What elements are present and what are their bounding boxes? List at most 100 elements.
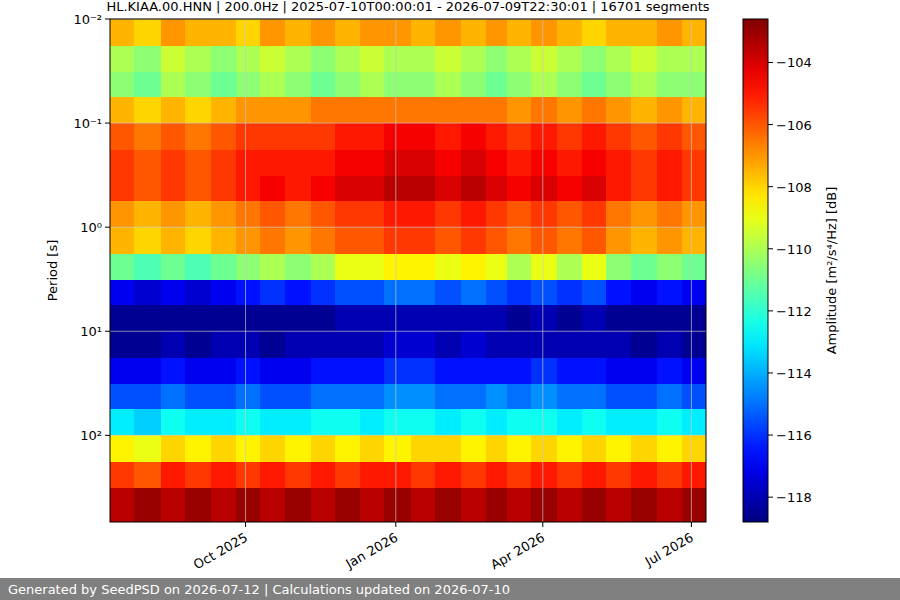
cell (311, 97, 336, 124)
cell (557, 46, 582, 73)
cell (582, 280, 607, 306)
cell (335, 176, 360, 202)
cell (682, 254, 706, 281)
cell (507, 201, 532, 228)
cell (606, 46, 631, 73)
cell (507, 227, 532, 254)
colorbar-tick (768, 497, 773, 498)
cell (260, 435, 285, 462)
cell (360, 150, 385, 177)
cell (435, 384, 462, 410)
cell (435, 97, 462, 124)
cell (631, 462, 658, 489)
cell (486, 488, 508, 522)
cell (461, 358, 486, 385)
cell (631, 46, 658, 73)
cell (236, 331, 261, 358)
cell (435, 462, 462, 489)
cell (161, 150, 186, 177)
cell (134, 280, 161, 306)
cell (461, 280, 486, 306)
cell (582, 305, 607, 332)
cell (110, 305, 135, 332)
cell (335, 123, 360, 150)
cell (185, 254, 212, 281)
cell (335, 150, 360, 177)
cell (260, 176, 285, 202)
cell (260, 254, 285, 281)
cell (435, 72, 462, 98)
cell (285, 384, 312, 410)
cell (582, 19, 607, 46)
cell (335, 254, 360, 281)
cell (435, 409, 462, 436)
cell (531, 280, 558, 306)
cell (461, 97, 486, 124)
cell (411, 72, 436, 98)
cell (507, 331, 532, 358)
cell (557, 331, 582, 358)
cell (582, 227, 607, 254)
cell (631, 176, 658, 202)
cell (211, 150, 236, 177)
cell (582, 46, 607, 73)
cell (384, 201, 411, 228)
cell (285, 409, 312, 436)
cell (384, 435, 411, 462)
cell (557, 280, 582, 306)
cell (582, 150, 607, 177)
cell (461, 201, 486, 228)
cell (335, 19, 360, 46)
cell (486, 409, 508, 436)
cell (384, 462, 411, 489)
cell (507, 46, 532, 73)
cell (311, 305, 336, 332)
cell (582, 409, 607, 436)
cell (631, 435, 658, 462)
cell (582, 384, 607, 410)
cell (384, 72, 411, 98)
cell (435, 280, 462, 306)
cell (285, 72, 312, 98)
cell (335, 72, 360, 98)
cell (682, 305, 706, 332)
cell (211, 201, 236, 228)
cell (260, 97, 285, 124)
cell (236, 97, 261, 124)
cell (531, 488, 558, 522)
cell (285, 46, 312, 73)
cell (161, 488, 186, 522)
cell (311, 409, 336, 436)
cell (507, 358, 532, 385)
cell (211, 176, 236, 202)
cell (631, 97, 658, 124)
cell (461, 435, 486, 462)
cell (582, 123, 607, 150)
grid-line (110, 331, 706, 332)
cell (335, 227, 360, 254)
cell (486, 254, 508, 281)
cell (211, 331, 236, 358)
cell (435, 123, 462, 150)
cell (557, 254, 582, 281)
cell (211, 123, 236, 150)
cell (531, 384, 558, 410)
cell (682, 435, 706, 462)
cell (411, 176, 436, 202)
cell (507, 254, 532, 281)
cell (161, 409, 186, 436)
colorbar-tick-label: −108 (776, 180, 812, 195)
y-tick (105, 227, 110, 228)
cell (110, 201, 135, 228)
cell (657, 72, 682, 98)
cell (657, 409, 682, 436)
cell (507, 97, 532, 124)
cell (606, 435, 631, 462)
cell (211, 72, 236, 98)
cell (461, 19, 486, 46)
cell (236, 409, 261, 436)
cell (682, 462, 706, 489)
cell (134, 462, 161, 489)
cell (285, 280, 312, 306)
cell (682, 488, 706, 522)
